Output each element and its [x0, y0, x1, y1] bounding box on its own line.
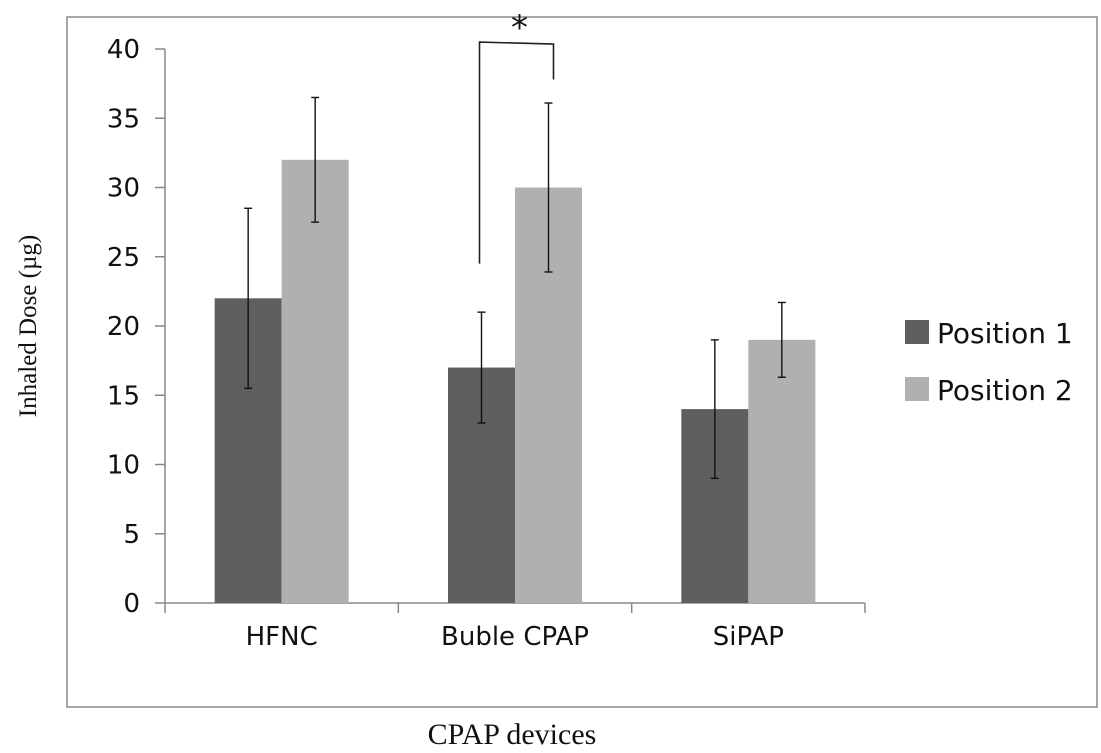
x-tick-label: SiPAP	[713, 622, 784, 652]
x-tick-label: Buble CPAP	[441, 622, 589, 652]
x-axis-label: CPAP devices	[428, 718, 597, 751]
y-tick-label: 0	[123, 589, 140, 619]
legend: Position 1 Position 2	[905, 317, 1073, 407]
x-tick-label: HFNC	[246, 622, 318, 652]
y-tick-label: 5	[123, 520, 140, 550]
y-axis-label: Inhaled Dose (µg)	[15, 235, 42, 417]
bar	[281, 159, 349, 604]
legend-swatch	[905, 320, 929, 344]
bar	[748, 339, 816, 603]
legend-label: Position 2	[937, 374, 1073, 407]
y-tick-label: 35	[107, 104, 140, 134]
significance-annotation: *	[478, 8, 555, 264]
y-tick-label: 30	[107, 174, 140, 204]
y-tick-label: 10	[107, 451, 140, 481]
y-tick-label: 15	[107, 381, 140, 411]
bars	[214, 159, 816, 604]
axes: 0 5 10 15 20 25 30 35 40 HFNC Buble CPAP SiPAP	[107, 35, 866, 652]
y-tick-label: 20	[107, 312, 140, 342]
legend-swatch	[905, 377, 929, 401]
y-tick-label: 25	[107, 243, 140, 273]
legend-label: Position 1	[937, 317, 1073, 350]
error-bars	[244, 96, 786, 480]
y-tick-label: 40	[107, 35, 140, 65]
plot-frame	[66, 16, 1098, 708]
significance-bracket	[478, 41, 555, 264]
significance-star: *	[511, 8, 528, 48]
